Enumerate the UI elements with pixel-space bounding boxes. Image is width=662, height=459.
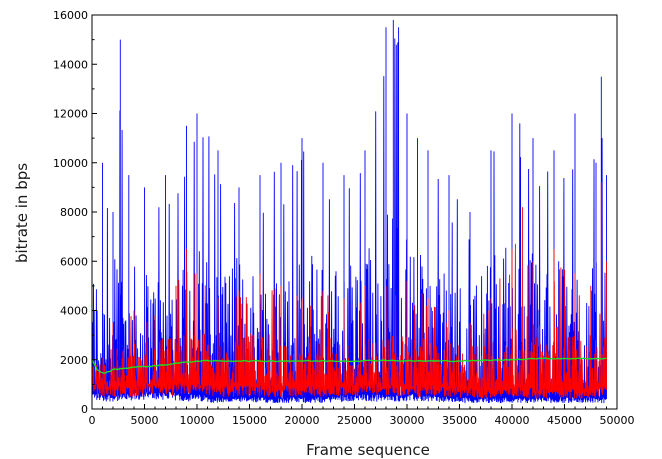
series-3-line [92,357,607,374]
x-tick-label: 40000 [495,414,530,427]
y-tick-label: 2000 [60,354,88,367]
y-tick-label: 12000 [53,108,88,121]
y-tick-label: 14000 [53,58,88,71]
x-tick-label: 15000 [232,414,267,427]
x-axis-title: Frame sequence [306,441,430,459]
y-tick-label: 0 [81,403,88,416]
series-1-line [92,19,607,404]
x-tick-label: 5000 [131,414,159,427]
series-2-line [92,182,607,399]
x-tick-label: 25000 [337,414,372,427]
y-axis-title: bitrate in bps [13,163,31,263]
y-tick-label: 4000 [60,305,88,318]
x-tick-label: 30000 [390,414,425,427]
y-tick-label: 10000 [53,157,88,170]
x-tick-label: 50000 [600,414,635,427]
x-tick-label: 20000 [285,414,320,427]
y-tick-label: 16000 [53,9,88,22]
x-tick-label: 10000 [180,414,215,427]
x-tick-label: 0 [89,414,96,427]
y-tick-label: 6000 [60,255,88,268]
y-tick-label: 8000 [60,206,88,219]
plot-area [92,19,607,404]
axes: 0 5000 10000 15000 20000 25000 30000 35000 40000… [53,9,635,427]
x-tick-label: 45000 [547,414,582,427]
x-tick-label: 35000 [442,414,477,427]
